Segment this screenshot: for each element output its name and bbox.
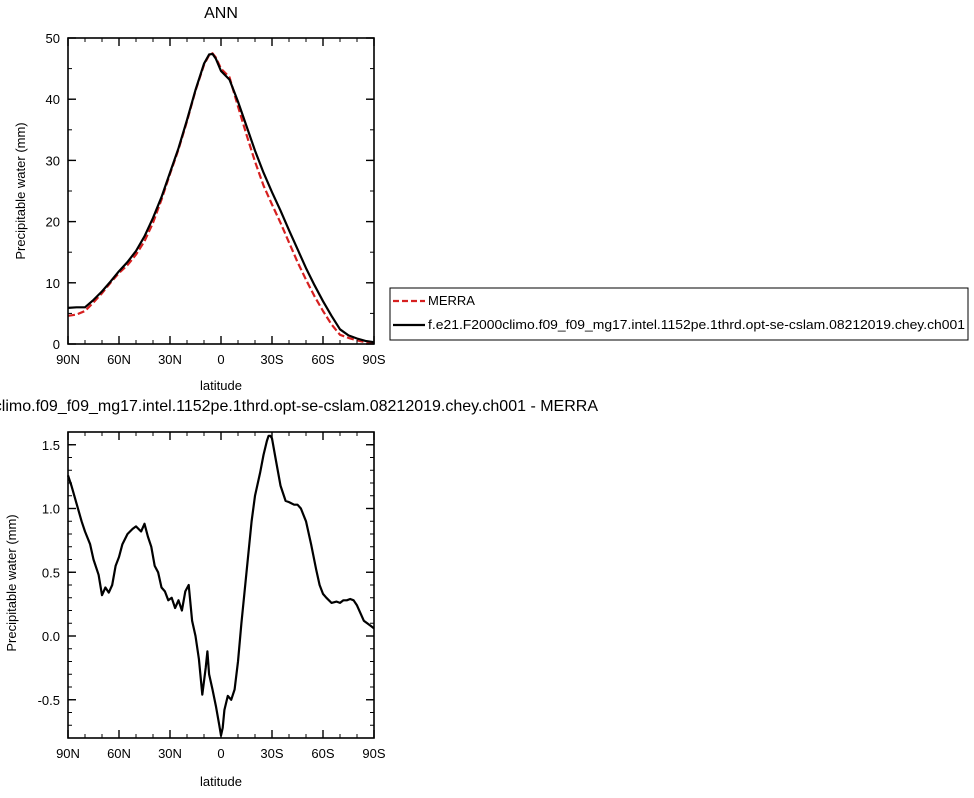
bottom-title-clip: f.e21.F2000climo.f09_f09_mg17.intel.1152… bbox=[0, 398, 598, 415]
bottom-x-tick-label: 30S bbox=[260, 746, 283, 761]
top-y-tick-label: 50 bbox=[46, 31, 60, 46]
top-y-tick-label: 0 bbox=[53, 337, 60, 352]
bottom-y-tick-label: -0.5 bbox=[38, 693, 60, 708]
legend: MERRA f.e21.F2000climo.f09_f09_mg17.inte… bbox=[389, 287, 969, 341]
top-series-line-0 bbox=[67, 52, 375, 344]
top-y-tick-label: 10 bbox=[46, 276, 60, 291]
bottom-x-axis-title: latitude bbox=[200, 774, 242, 789]
legend-label-model: f.e21.F2000climo.f09_f09_mg17.intel.1152… bbox=[428, 317, 965, 332]
bottom-x-tick-label: 0 bbox=[217, 746, 224, 761]
top-y-tick-label: 20 bbox=[46, 215, 60, 230]
bottom-chart: f.e21.F2000climo.f09_f09_mg17.intel.1152… bbox=[0, 398, 598, 789]
legend-label-merra: MERRA bbox=[428, 293, 475, 308]
top-y-axis-title: Precipitable water (mm) bbox=[13, 122, 28, 259]
bottom-plot-frame bbox=[67, 431, 375, 739]
bottom-chart-ticks: 90N 60N 30N 0 30S 60S 90S -0.5 0.0 0.5 1.0 1.5 bbox=[38, 431, 386, 761]
top-y-tick-label: 40 bbox=[46, 92, 60, 107]
top-x-tick-label: 60S bbox=[311, 352, 334, 367]
bottom-y-axis-title: Precipitable water (mm) bbox=[4, 514, 19, 651]
top-x-axis-title: latitude bbox=[200, 378, 242, 393]
bottom-x-tick-label: 90S bbox=[362, 746, 385, 761]
bottom-series-line-0 bbox=[66, 434, 375, 737]
top-y-tick-label: 30 bbox=[46, 153, 60, 168]
top-x-tick-label: 0 bbox=[217, 352, 224, 367]
bottom-x-tick-label: 30N bbox=[158, 746, 182, 761]
top-plot-frame bbox=[67, 37, 375, 345]
bottom-y-tick-label: 0.5 bbox=[42, 565, 60, 580]
top-x-tick-label: 90S bbox=[362, 352, 385, 367]
top-chart: ANN 90N 60N 30N 0 30S 60S 90S 0 10 20 30 40 50 latit… bbox=[13, 5, 386, 393]
top-x-tick-label: 30S bbox=[260, 352, 283, 367]
top-chart-series-group bbox=[67, 52, 375, 344]
bottom-y-tick-label: 1.0 bbox=[42, 502, 60, 517]
bottom-chart-series-group bbox=[66, 434, 375, 737]
top-chart-ticks: 90N 60N 30N 0 30S 60S 90S 0 10 20 30 40 50 bbox=[46, 31, 386, 367]
bottom-y-tick-label: 1.5 bbox=[42, 438, 60, 453]
top-series-line-1 bbox=[67, 52, 375, 344]
legend-box bbox=[389, 287, 969, 341]
bottom-x-tick-label: 90N bbox=[56, 746, 80, 761]
bottom-chart-title: f.e21.F2000climo.f09_f09_mg17.intel.1152… bbox=[0, 398, 598, 415]
top-x-tick-label: 30N bbox=[158, 352, 182, 367]
top-chart-title: ANN bbox=[204, 5, 238, 22]
top-x-tick-label: 60N bbox=[107, 352, 131, 367]
bottom-x-tick-label: 60S bbox=[311, 746, 334, 761]
bottom-x-tick-label: 60N bbox=[107, 746, 131, 761]
bottom-y-tick-label: 0.0 bbox=[42, 629, 60, 644]
top-x-tick-label: 90N bbox=[56, 352, 80, 367]
